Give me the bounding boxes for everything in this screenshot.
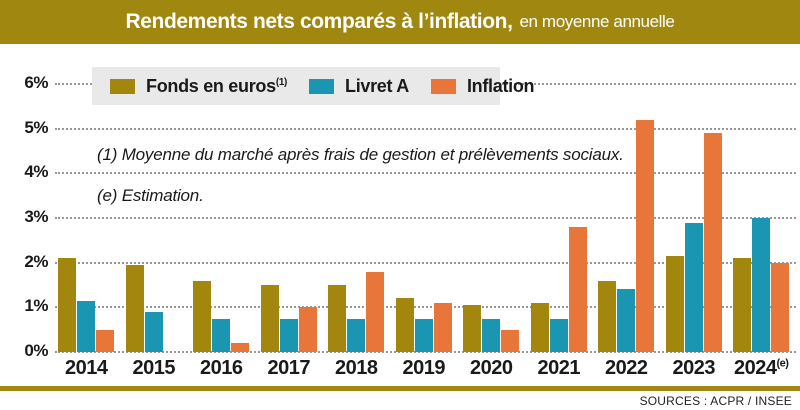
- bar-fonds-2020: [463, 305, 481, 352]
- x-axis-label-2014: 2014: [65, 357, 108, 379]
- gridline-2pct: [55, 261, 796, 264]
- bar-fonds-2017: [260, 285, 279, 352]
- gridline-4pct: [55, 172, 796, 175]
- fonds-en-euros-swatch-icon: [110, 78, 135, 94]
- footnote-1: (1) Moyenne du marché après frais de ges…: [97, 145, 624, 164]
- title-bar: Rendements nets comparés à l’inflation, …: [0, 0, 800, 44]
- gridline-5pct: [55, 127, 796, 130]
- legend-label: Livret A: [345, 75, 409, 96]
- source-credit: SOURCES : ACPR / INSEE: [639, 394, 792, 408]
- bar-livret-2019: [414, 318, 433, 352]
- bar-inflation-2021: [568, 226, 587, 352]
- bar-inflation-2019: [433, 302, 452, 352]
- x-axis-label-2024: 2024(e): [734, 357, 789, 379]
- legend-label: Fonds en euros(1): [146, 75, 287, 96]
- x-axis-label-2022: 2022: [605, 357, 648, 379]
- bar-fonds-2016: [193, 280, 211, 352]
- x-axis-label-2017: 2017: [267, 357, 311, 379]
- bar-inflation-2024: [771, 262, 789, 352]
- bar-livret-2023: [684, 222, 703, 352]
- x-axis-label-2021: 2021: [537, 357, 581, 379]
- bar-livret-2021: [549, 318, 568, 352]
- bar-inflation-2016: [231, 343, 249, 352]
- footnote-estimation: (e) Estimation.: [97, 186, 204, 205]
- x-axis-label-2019: 2019: [402, 357, 446, 379]
- bar-livret-2018: [347, 318, 365, 352]
- legend-label: Inflation: [466, 75, 535, 96]
- bar-inflation-2017: [298, 307, 317, 352]
- inflation-swatch-icon: [430, 78, 456, 94]
- bar-livret-2017: [279, 318, 298, 352]
- bar-livret-2022: [617, 289, 635, 352]
- x-axis-label-2020: 2020: [470, 357, 513, 379]
- livret-a-swatch-icon: [309, 78, 334, 94]
- bar-fonds-2015: [125, 264, 144, 352]
- bar-fonds-2019: [395, 298, 414, 352]
- bar-fonds-2023: [665, 256, 684, 352]
- bar-inflation-2020: [501, 329, 519, 352]
- gridline-3pct: [55, 217, 796, 220]
- x-axis-label-2016: 2016: [200, 357, 243, 379]
- gridline-0pct: [55, 351, 796, 353]
- legend-item-livret-a: Livret A: [309, 76, 409, 97]
- x-axis-label-2023: 2023: [672, 357, 716, 379]
- bar-fonds-2024: [733, 258, 751, 352]
- chart-legend: Fonds en euros(1) Livret A Inflation: [92, 67, 535, 105]
- x-axis-label-2018: 2018: [335, 357, 378, 379]
- legend-item-inflation: Inflation: [430, 75, 535, 97]
- bar-inflation-2022: [636, 119, 654, 352]
- gridline-1pct: [55, 306, 796, 309]
- footer-rule: [0, 386, 800, 391]
- bar-livret-2014: [77, 300, 95, 352]
- page-title: Rendements nets comparés à l’inflation,: [125, 10, 513, 33]
- bar-livret-2015: [144, 311, 163, 352]
- bar-livret-2016: [212, 318, 230, 352]
- y-axis-tick-1pct: 1%: [24, 296, 48, 316]
- bar-livret-2020: [482, 318, 500, 352]
- y-axis-tick-3pct: 3%: [24, 207, 48, 227]
- y-axis-tick-0pct: 0%: [24, 341, 48, 360]
- y-axis-tick-5pct: 5%: [24, 117, 48, 137]
- bar-inflation-2014: [96, 329, 114, 352]
- bar-livret-2024: [752, 218, 770, 352]
- legend-item-fonds-en-euros: Fonds en euros(1): [110, 76, 287, 97]
- x-axis-label-2015: 2015: [132, 357, 176, 379]
- bar-fonds-2022: [598, 280, 616, 352]
- y-axis-tick-4pct: 4%: [24, 162, 48, 182]
- y-axis-tick-2pct: 2%: [24, 251, 48, 271]
- bar-fonds-2021: [530, 302, 549, 352]
- bar-fonds-2014: [58, 258, 76, 352]
- bar-inflation-2023: [703, 133, 722, 352]
- bar-inflation-2018: [366, 271, 384, 352]
- y-axis-tick-6pct: 6%: [24, 73, 48, 93]
- page-subtitle: en moyenne annuelle: [519, 12, 675, 31]
- bar-fonds-2018: [328, 285, 346, 352]
